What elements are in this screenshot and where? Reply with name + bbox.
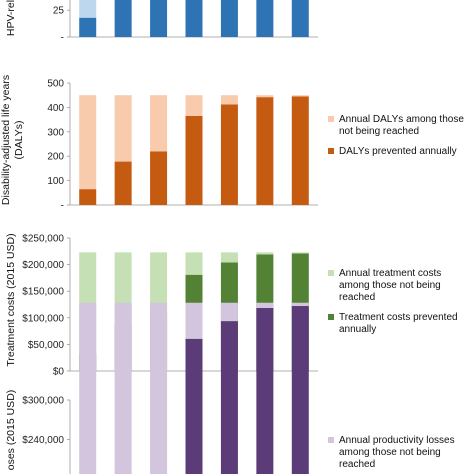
bar-segment bbox=[79, 17, 97, 37]
legend-swatch bbox=[328, 116, 334, 122]
legend-label: reached bbox=[339, 292, 375, 303]
bar-segment bbox=[79, 0, 97, 18]
y-tick-label: 25 bbox=[53, 6, 65, 17]
bar-segment bbox=[185, 115, 203, 205]
y-axis-label: oses (2015 USD) bbox=[5, 390, 17, 471]
bar-segment bbox=[256, 302, 274, 308]
bar-segment bbox=[185, 302, 203, 339]
bar-segment bbox=[256, 97, 274, 205]
y-tick-label: 400 bbox=[47, 103, 64, 114]
legend-label: not being reached bbox=[339, 126, 419, 137]
bar-segment bbox=[185, 95, 203, 116]
y-tick-label: - bbox=[61, 201, 64, 212]
legend-label: among those not being bbox=[339, 280, 441, 291]
legend-label: among those not being bbox=[339, 447, 441, 458]
bar-segment bbox=[291, 306, 309, 474]
legend-swatch bbox=[328, 437, 334, 443]
legend-swatch bbox=[328, 148, 334, 154]
legend-label: reached bbox=[339, 459, 375, 470]
bar-segment bbox=[114, 0, 132, 37]
bar-segment bbox=[79, 189, 97, 205]
bar-segment bbox=[291, 302, 309, 307]
y-axis-label: Disability-adjusted life years(DALYs) bbox=[0, 75, 25, 205]
y-tick-label: $150,000 bbox=[22, 287, 64, 298]
y-axis-label: Treatment costs (2015 USD) bbox=[5, 233, 17, 366]
bar-segment bbox=[220, 321, 238, 474]
y-axis-label-line: (DALYs) bbox=[13, 121, 25, 160]
y-tick-label: $100,000 bbox=[22, 313, 64, 324]
legend-swatch bbox=[328, 270, 334, 276]
bar-segment bbox=[256, 0, 274, 37]
legend-label: Annual productivity losses bbox=[339, 435, 455, 446]
bar-segment bbox=[291, 0, 309, 37]
legend-label: Treatment costs prevented bbox=[339, 312, 458, 323]
y-tick-label: $0 bbox=[53, 367, 65, 378]
legend-label: Annual DALYs among those bbox=[339, 114, 464, 125]
bar-segment bbox=[220, 104, 238, 205]
bar-segment bbox=[256, 308, 274, 474]
legend-label: DALYs prevented annually bbox=[339, 146, 457, 157]
bar-segment bbox=[150, 0, 168, 37]
bar-segment bbox=[256, 252, 274, 255]
bar-segment bbox=[220, 95, 238, 105]
y-tick-label: $300,000 bbox=[22, 396, 64, 407]
y-tick-label: 200 bbox=[47, 152, 64, 163]
bar-segment bbox=[150, 252, 168, 314]
y-axis-label-line: Disability-adjusted life years bbox=[0, 75, 12, 205]
bar-segment bbox=[150, 151, 168, 205]
bar-segment bbox=[185, 338, 203, 474]
bar-segment bbox=[114, 302, 132, 474]
legend-label: Annual treatment costs bbox=[339, 268, 441, 279]
bar-segment bbox=[256, 95, 274, 98]
y-tick-label: 500 bbox=[47, 79, 64, 90]
y-tick-label: $50,000 bbox=[28, 340, 65, 351]
bar-segment bbox=[150, 302, 168, 474]
bar-segment bbox=[185, 0, 203, 37]
y-tick-label: - bbox=[61, 33, 64, 44]
y-tick-label: $240,000 bbox=[22, 435, 64, 446]
chart-panel-1: 25 - HPV-rel bbox=[5, 0, 318, 44]
bar-segment bbox=[114, 161, 132, 205]
bar-segment bbox=[220, 0, 238, 37]
legend-swatch bbox=[328, 314, 334, 320]
bar-segment bbox=[220, 252, 238, 263]
bar-segment bbox=[79, 95, 97, 190]
bar-segment bbox=[114, 95, 132, 162]
y-tick-label: 300 bbox=[47, 127, 64, 138]
legend-label: annually bbox=[339, 324, 376, 335]
bar-segment bbox=[291, 96, 309, 205]
bar-segment bbox=[220, 302, 238, 322]
bar-segment bbox=[79, 302, 97, 474]
y-tick-label: $250,000 bbox=[22, 234, 64, 245]
y-axis-label: HPV-rel bbox=[5, 0, 17, 36]
bar-segment bbox=[185, 252, 203, 275]
y-tick-label: 100 bbox=[47, 176, 64, 187]
bar-segment bbox=[150, 95, 168, 152]
chart-panel-2: 500 400 300 200 100 - Disability-adjusted life… bbox=[0, 75, 464, 212]
bar-segment bbox=[291, 95, 309, 97]
bar-segment bbox=[291, 252, 309, 254]
y-tick-label: $200,000 bbox=[22, 260, 64, 271]
